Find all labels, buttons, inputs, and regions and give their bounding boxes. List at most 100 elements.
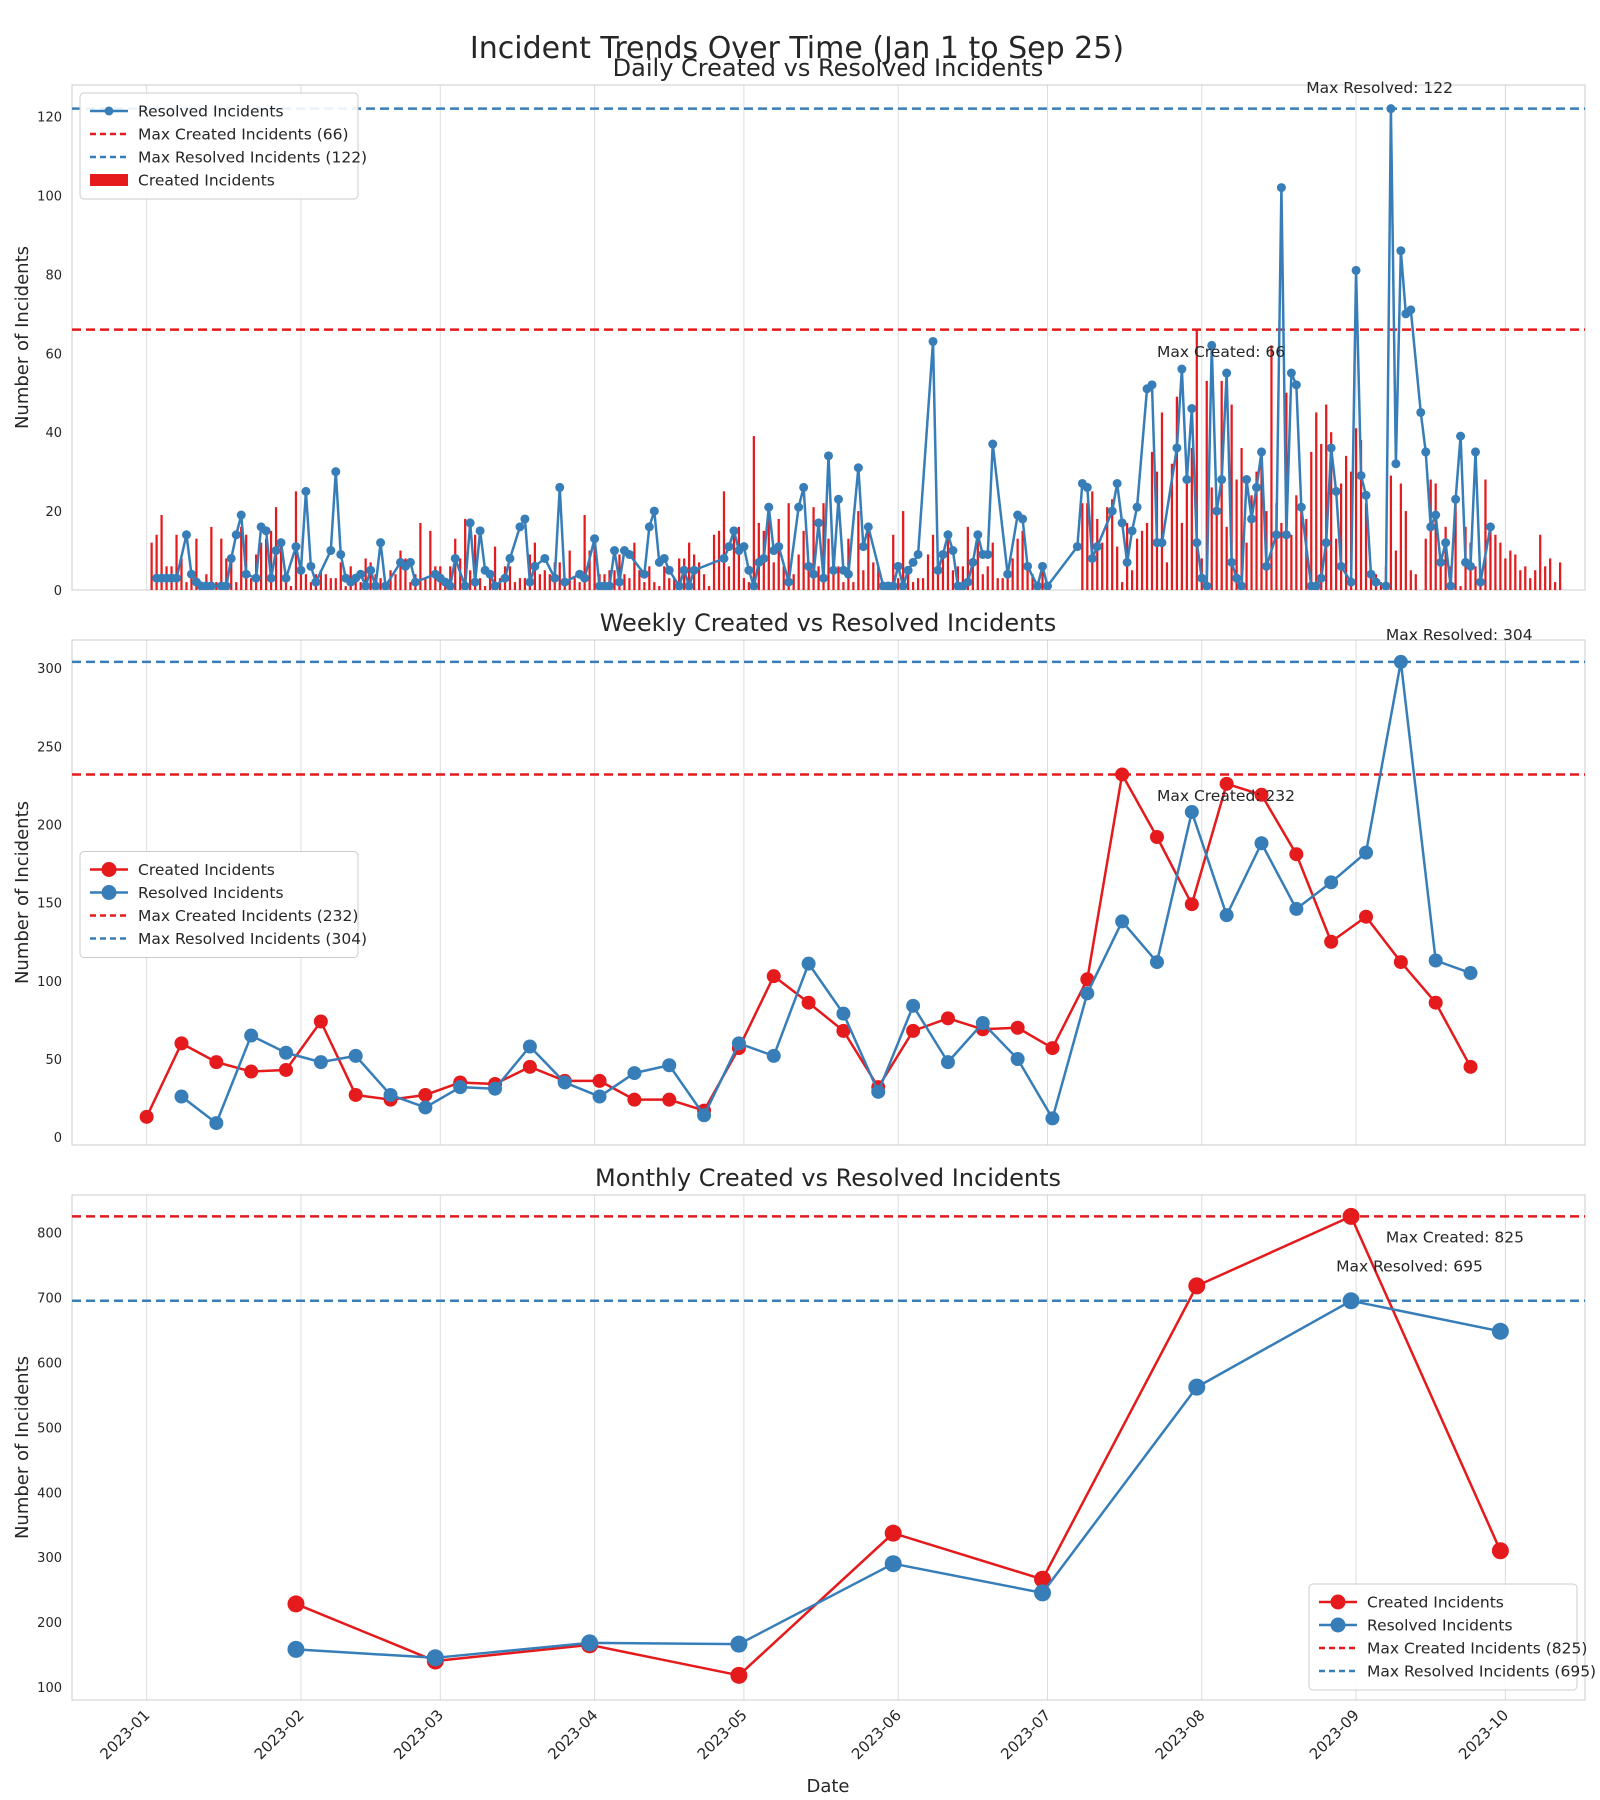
resolved-point xyxy=(1466,561,1476,571)
y-tick-label: 400 xyxy=(37,1486,62,1501)
plot-area xyxy=(72,1207,1585,1684)
resolved-point xyxy=(1296,502,1306,512)
resolved-point xyxy=(1038,561,1048,571)
x-tick-label: 2023-05 xyxy=(694,1706,751,1763)
resolved-point xyxy=(871,1084,886,1099)
legend: Created Incidents Resolved Incidents Max C… xyxy=(79,851,367,958)
created-bar xyxy=(1519,570,1522,590)
created-bar xyxy=(777,518,780,590)
resolved-point xyxy=(1127,526,1137,536)
resolved-point xyxy=(649,506,659,516)
created-point xyxy=(1219,776,1234,791)
axes-frame xyxy=(71,1194,1586,1701)
created-bar xyxy=(1026,562,1029,590)
created-bar xyxy=(1230,404,1233,590)
y-tick-label: 600 xyxy=(37,1356,62,1371)
created-bar xyxy=(1509,550,1512,590)
x-tick-label: 2023-08 xyxy=(1152,1706,1209,1763)
created-bar xyxy=(449,566,452,590)
created-bar xyxy=(742,578,746,590)
legend-label: Max Created Incidents (66) xyxy=(138,126,349,144)
resolved-point xyxy=(206,581,216,590)
created-bar xyxy=(225,558,228,590)
created-point xyxy=(244,1064,259,1079)
y-tick-label: 80 xyxy=(45,268,62,283)
resolved-point xyxy=(863,522,873,532)
resolved-point xyxy=(381,581,391,590)
created-bar xyxy=(966,526,969,590)
resolved-point xyxy=(1316,573,1326,583)
created-bar xyxy=(1474,566,1477,590)
resolved-point xyxy=(1359,845,1374,860)
resolved-point xyxy=(405,557,415,567)
created-bar xyxy=(648,566,651,590)
created-point xyxy=(1359,909,1374,924)
resolved-point xyxy=(906,998,921,1013)
created-bar xyxy=(1389,475,1393,590)
created-bar xyxy=(364,558,367,590)
created-bar xyxy=(961,566,964,590)
created-bar xyxy=(792,574,795,590)
created-bar xyxy=(916,578,920,590)
resolved-point xyxy=(659,553,669,563)
resolved-point xyxy=(1149,955,1164,970)
resolved-point xyxy=(1361,490,1371,500)
resolved-point xyxy=(1331,486,1341,496)
resolved-point xyxy=(1475,577,1485,587)
created-bar xyxy=(359,582,362,590)
y-tick-label: 100 xyxy=(37,189,62,204)
resolved-point xyxy=(1122,557,1132,567)
resolved-point xyxy=(624,549,634,559)
resolved-point xyxy=(824,451,833,461)
created-bar xyxy=(822,503,825,590)
created-bar xyxy=(1320,444,1323,590)
resolved-point xyxy=(1289,901,1304,916)
resolved-point xyxy=(1254,836,1269,851)
created-point xyxy=(139,1109,154,1124)
resolved-point xyxy=(522,1039,537,1054)
resolved-point xyxy=(251,573,261,583)
resolved-point xyxy=(500,573,510,583)
panel-3: 100 200 300 400 500 600 700 800 Monthly Created … xyxy=(12,1164,1596,1701)
y-tick-label: 0 xyxy=(54,584,62,599)
y-tick-label: 500 xyxy=(37,1421,62,1436)
resolved-point xyxy=(1441,538,1451,548)
created-bar xyxy=(1429,479,1432,590)
resolved-point xyxy=(376,538,386,548)
legend-label: Max Created Incidents (825) xyxy=(1367,1640,1587,1658)
resolved-point xyxy=(884,1555,902,1573)
resolved-point xyxy=(1471,447,1481,457)
resolved-point xyxy=(450,553,460,563)
created-bar xyxy=(1081,503,1084,590)
resolved-point xyxy=(426,1649,444,1667)
resolved-point xyxy=(231,530,241,540)
legend-handle-bar xyxy=(90,174,128,186)
resolved-point xyxy=(799,482,809,492)
created-bar xyxy=(787,503,790,590)
created-bar xyxy=(946,530,950,590)
created-bar xyxy=(1210,487,1213,590)
panel-title: Daily Created vs Resolved Incidents xyxy=(613,54,1044,82)
created-bar xyxy=(548,574,551,590)
resolved-point xyxy=(1324,875,1339,890)
created-bar xyxy=(807,566,810,590)
created-bar xyxy=(1135,538,1139,590)
resolved-point xyxy=(520,514,530,524)
resolved-point xyxy=(276,538,286,548)
y-tick-label: 100 xyxy=(37,1681,62,1696)
resolved-point xyxy=(1242,475,1252,485)
created-bar xyxy=(394,574,397,590)
resolved-point xyxy=(1132,502,1142,512)
created-bar xyxy=(1394,550,1397,590)
annotation-label: Max Created: 232 xyxy=(1157,787,1295,805)
created-bar xyxy=(195,538,198,590)
created-bar xyxy=(1544,566,1547,590)
y-tick-label: 0 xyxy=(54,1131,62,1146)
resolved-point xyxy=(679,565,689,575)
created-bar xyxy=(1140,530,1144,590)
created-bar xyxy=(1499,542,1502,590)
resolved-point xyxy=(814,518,824,528)
created-bar xyxy=(409,582,412,590)
created-bar xyxy=(1404,511,1407,590)
created-bar xyxy=(907,566,910,590)
